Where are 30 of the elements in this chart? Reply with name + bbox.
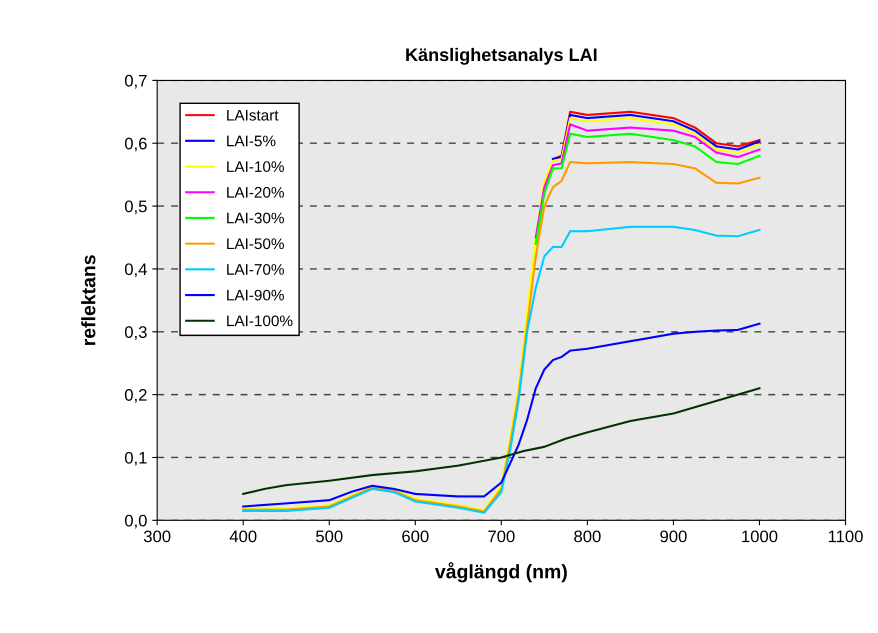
legend-label: LAI-5%: [227, 136, 276, 146]
line-series: [242, 387, 761, 495]
x-tick-label: 1100: [828, 530, 863, 542]
x-tick-label: 300: [144, 530, 170, 542]
x-tick-label: 800: [574, 530, 601, 542]
y-tick-label: 0,7: [124, 74, 147, 89]
legend-label: LAI-70%: [227, 264, 284, 275]
y-tick-label: 0,2: [124, 389, 147, 403]
y-tick-label: 0,0: [124, 514, 147, 528]
x-axis-title: våglängd (nm): [434, 562, 567, 582]
x-tick-label: 400: [230, 530, 256, 542]
legend-label: LAI-20%: [227, 186, 284, 198]
x-tick-label: 600: [402, 530, 429, 542]
x-tick-label: 700: [488, 530, 515, 542]
x-tick-label: 1000: [742, 530, 778, 542]
y-axis-title: reflektans: [81, 255, 96, 346]
legend-label: LAI-50%: [227, 238, 284, 250]
legend-label: LAI-30%: [227, 212, 284, 224]
legend-label: LAI-10%: [227, 161, 284, 172]
y-tick-label: 0,4: [124, 263, 147, 278]
y-tick-label: 0,5: [124, 200, 147, 214]
y-tick-label: 0,3: [124, 326, 147, 340]
legend-label: LAI-100%: [227, 315, 292, 326]
x-tick-label: 900: [660, 530, 687, 542]
legend-label: LAI-90%: [227, 290, 284, 301]
y-tick-label: 0,6: [124, 138, 147, 152]
y-tick-label: 0,1: [124, 452, 147, 466]
x-tick-label: 500: [316, 530, 343, 542]
legend-label: LAIstart: [227, 110, 278, 121]
chart-title: Känslighetsanalys LAI: [406, 48, 596, 65]
